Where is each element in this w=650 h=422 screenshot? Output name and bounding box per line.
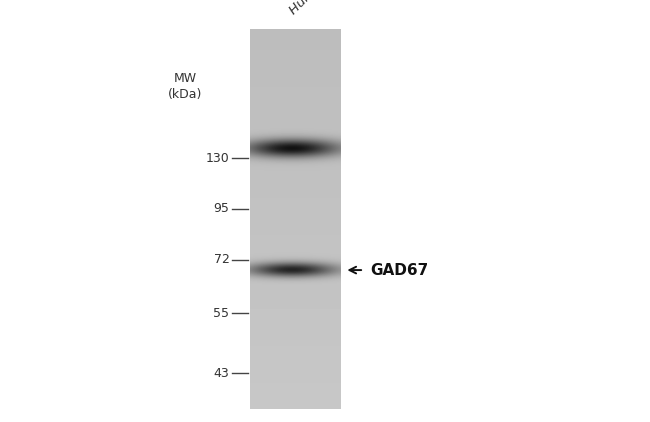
Text: 55: 55 [213, 307, 229, 319]
Text: MW
(kDa): MW (kDa) [168, 72, 202, 101]
Text: 72: 72 [214, 253, 229, 266]
Text: GAD67: GAD67 [370, 262, 429, 278]
Text: 95: 95 [214, 203, 229, 215]
Text: Human brain: Human brain [287, 0, 357, 17]
Text: 43: 43 [214, 367, 229, 380]
Text: 130: 130 [205, 152, 229, 165]
